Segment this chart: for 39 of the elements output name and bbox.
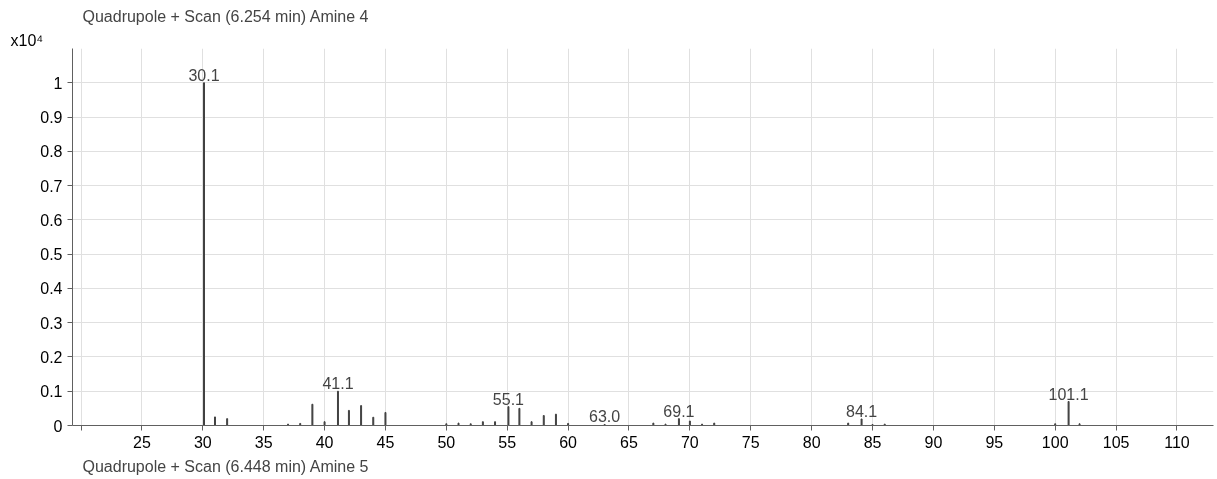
x-tick-label: 95 <box>985 433 1004 451</box>
y-axis-title: x10⁴ <box>10 31 44 49</box>
chart-title: Quadrupole + Scan (6.254 min) Amine 4 <box>82 7 369 25</box>
annotation: 101.1 <box>1048 385 1089 403</box>
x-tick-label: 40 <box>315 433 334 451</box>
annotation: 84.1 <box>846 402 878 420</box>
annotation: 69.1 <box>663 402 695 420</box>
x-tick-label: 35 <box>254 433 273 451</box>
text: Quadrupole + Scan (6.448 min) Amine 5 <box>82 457 369 475</box>
y-tick-label: 0.4 <box>40 280 63 298</box>
y-tick-label: 0.1 <box>40 383 63 401</box>
x-tick-label: 105 <box>1102 433 1130 451</box>
annotation: 41.1 <box>322 375 354 393</box>
annotation: 55.1 <box>492 390 525 408</box>
x-tick-label: 45 <box>376 433 395 451</box>
y-tick-label: 1 <box>53 74 63 92</box>
y-tick-label: 0.2 <box>40 348 63 366</box>
x-tick-label: 70 <box>680 433 699 451</box>
annotation: 63.0 <box>589 408 621 426</box>
y-tick-label: 0.7 <box>40 177 63 195</box>
x-tick-label: 85 <box>863 433 882 451</box>
x-tick-label: 100 <box>1041 433 1069 451</box>
x-tick-label: 110 <box>1164 433 1190 451</box>
x-tick-label: 30 <box>193 433 212 451</box>
y-tick-label: 0.8 <box>40 143 63 161</box>
x-tick-label: 80 <box>802 433 821 451</box>
y-tick-label: 0.5 <box>40 246 63 264</box>
x-tick-label: 50 <box>437 433 456 451</box>
x-tick-label: 65 <box>620 433 638 451</box>
y-tick-label: 0.9 <box>40 109 63 127</box>
x-tick-label: 55 <box>498 433 517 451</box>
y-tick-label: 0 <box>53 417 63 435</box>
x-tick-label: 60 <box>559 433 578 451</box>
x-tick-label: 25 <box>133 433 151 451</box>
x-tick-label: 90 <box>924 433 943 451</box>
x-tick-label: 75 <box>741 433 760 451</box>
y-tick-label: 0.3 <box>40 314 63 332</box>
y-tick-label: 0.6 <box>40 211 63 229</box>
annotation: 30.1 <box>188 66 220 84</box>
